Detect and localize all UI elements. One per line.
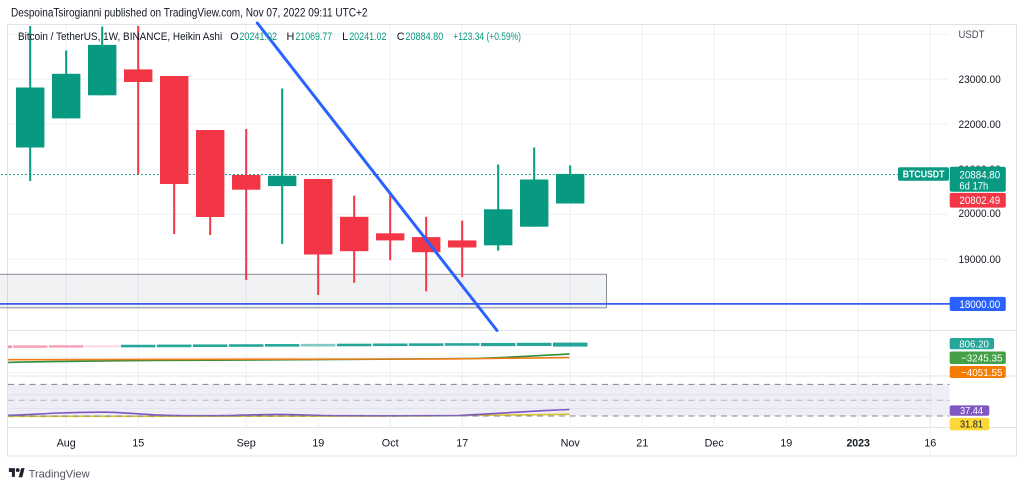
svg-text:−4051.55: −4051.55 [961,368,1003,379]
svg-text:Dec: Dec [705,438,725,450]
svg-text:Aug: Aug [57,438,76,450]
svg-text:15: 15 [132,438,144,450]
svg-text:6d 17h: 6d 17h [959,181,988,193]
svg-text:19000.00: 19000.00 [959,254,1001,266]
svg-text:31.81: 31.81 [960,420,983,431]
svg-text:18000.00: 18000.00 [959,299,1000,311]
svg-text:L: L [342,31,348,43]
svg-text:23000.00: 23000.00 [959,74,1001,86]
svg-text:Bitcoin / TetherUS, 1W, BINANC: Bitcoin / TetherUS, 1W, BINANCE, Heikin … [18,31,222,43]
svg-text:20884.80: 20884.80 [959,169,1000,181]
svg-text:C: C [397,31,405,43]
svg-text:20884.80: 20884.80 [405,31,443,43]
svg-text:Sep: Sep [237,438,256,450]
svg-text:−3245.35: −3245.35 [961,354,1003,365]
svg-text:806.20: 806.20 [959,339,989,350]
svg-text:H: H [287,31,295,43]
svg-text:20241.02: 20241.02 [349,31,386,43]
svg-text:20802.49: 20802.49 [959,195,1000,207]
svg-text:Nov: Nov [561,438,581,450]
svg-text:20000.00: 20000.00 [959,208,1001,220]
svg-text:DespoinaTsirogianni published: DespoinaTsirogianni published on Trading… [11,6,368,20]
svg-text:37.44: 37.44 [960,406,983,417]
svg-text:22000.00: 22000.00 [959,119,1001,131]
svg-text:19: 19 [780,438,792,450]
svg-text:17: 17 [456,438,468,450]
svg-text:BTCUSDT: BTCUSDT [903,170,945,181]
svg-text:21069.77: 21069.77 [296,31,333,43]
svg-text:19: 19 [312,438,324,450]
svg-text:+123.34 (+0.59%): +123.34 (+0.59%) [453,31,521,43]
svg-text:20241.02: 20241.02 [239,31,277,43]
svg-text:TradingView: TradingView [29,468,91,480]
svg-text:O: O [230,31,238,43]
svg-text:2023: 2023 [846,438,870,450]
svg-text:USDT: USDT [959,29,985,41]
svg-text:Oct: Oct [382,438,399,450]
svg-text:21: 21 [636,438,648,450]
svg-text:16: 16 [924,438,936,450]
